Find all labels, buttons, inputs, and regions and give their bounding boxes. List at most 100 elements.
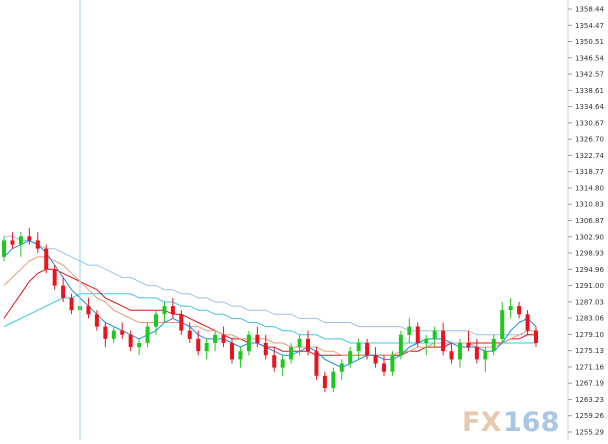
candle-body xyxy=(2,240,6,257)
y-tick-label: 1294.96 xyxy=(575,266,604,274)
candle-body xyxy=(331,371,336,389)
ma-mid-line xyxy=(3,256,536,356)
candle xyxy=(297,334,302,356)
candle-body xyxy=(213,334,218,343)
candle-body xyxy=(27,236,32,241)
candle xyxy=(196,330,201,356)
candle-body xyxy=(94,314,99,327)
candle xyxy=(204,338,209,360)
candle-body xyxy=(255,334,260,343)
candle-body xyxy=(365,342,370,356)
y-tick-label: 1283.06 xyxy=(575,315,604,323)
candle-body xyxy=(170,306,175,315)
candle xyxy=(35,232,40,253)
candle-body xyxy=(407,326,412,335)
candle xyxy=(449,342,454,364)
candle xyxy=(534,326,538,348)
y-tick-label: 1310.83 xyxy=(575,201,604,209)
candle-body xyxy=(61,285,66,298)
candle-body xyxy=(238,351,243,360)
candle-body xyxy=(474,347,479,360)
y-tick-label: 1342.57 xyxy=(575,71,604,79)
candle xyxy=(322,371,327,393)
candle xyxy=(137,338,142,356)
candle xyxy=(69,293,74,315)
candle xyxy=(280,355,285,376)
candle-body xyxy=(390,355,395,372)
price-axis: 1358.44 1354.47 1350.51 1346.54 1342.57 1338.… xyxy=(568,6,604,437)
candle-body xyxy=(10,240,15,245)
y-tick-label: 1334.64 xyxy=(575,103,604,111)
candle xyxy=(44,244,49,274)
candle xyxy=(365,338,370,360)
candle xyxy=(128,330,133,352)
candle-body xyxy=(137,342,142,348)
y-tick-label: 1291.00 xyxy=(575,282,604,290)
candle xyxy=(382,355,386,376)
y-tick-label: 1275.13 xyxy=(575,347,604,355)
moving-averages xyxy=(3,235,537,369)
candle-body xyxy=(86,306,91,315)
candle xyxy=(10,232,15,249)
candle xyxy=(432,326,437,348)
y-tick-label: 1306.87 xyxy=(575,217,604,225)
candle xyxy=(407,318,412,343)
candles xyxy=(2,228,538,393)
candle xyxy=(398,330,403,360)
candle-body xyxy=(120,330,125,335)
candle xyxy=(120,322,125,339)
y-tick-label: 1326.70 xyxy=(575,136,604,144)
candle xyxy=(474,338,479,364)
candle-body xyxy=(289,347,294,360)
candle xyxy=(187,322,192,343)
candle xyxy=(424,334,429,356)
candle-body xyxy=(500,310,505,339)
price-axis-background xyxy=(568,0,608,440)
candle-body xyxy=(458,342,462,360)
candle-body xyxy=(187,330,192,339)
candle xyxy=(263,334,268,360)
y-tick-label: 1338.61 xyxy=(575,87,604,95)
y-tick-label: 1267.19 xyxy=(575,380,604,388)
candle-body xyxy=(373,355,378,364)
plot-background xyxy=(0,0,568,440)
candle xyxy=(348,347,353,368)
candle-body xyxy=(297,338,302,348)
candle xyxy=(255,326,260,348)
candle xyxy=(221,326,226,348)
candle xyxy=(162,301,167,323)
candle xyxy=(289,342,294,364)
candle-body xyxy=(348,351,353,364)
candle xyxy=(483,347,488,372)
candle xyxy=(339,359,344,380)
y-tick-label: 1322.74 xyxy=(575,152,604,160)
candle-body xyxy=(52,269,57,286)
candle-body xyxy=(221,334,226,343)
candle-body xyxy=(44,248,49,270)
candle xyxy=(331,367,336,393)
ma-short-line xyxy=(3,239,537,369)
candle xyxy=(213,330,218,352)
candle-body xyxy=(382,363,386,372)
candle xyxy=(86,297,91,319)
candle-body xyxy=(534,330,538,343)
candle-body xyxy=(246,334,251,352)
candle xyxy=(18,232,23,257)
candle-body xyxy=(466,342,471,348)
watermark-fx: FX xyxy=(462,407,501,438)
candle-body xyxy=(103,326,108,339)
y-tick-label: 1314.80 xyxy=(575,184,604,192)
candle-body xyxy=(263,342,268,356)
candle-body xyxy=(204,342,209,352)
candle-body xyxy=(441,330,446,352)
candle xyxy=(27,228,32,245)
candle xyxy=(238,347,243,368)
candle-body xyxy=(230,342,234,360)
candle xyxy=(491,334,496,356)
candle-body xyxy=(162,306,167,315)
candle-body xyxy=(508,306,513,311)
candle xyxy=(179,310,184,335)
watermark-logo: FX 168 xyxy=(462,407,559,438)
candle-body xyxy=(154,314,158,327)
